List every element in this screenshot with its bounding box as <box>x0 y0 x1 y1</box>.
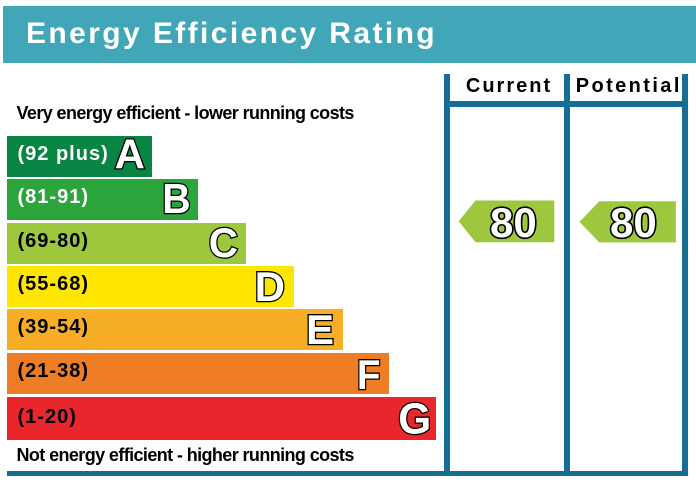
svg-text:C: C <box>209 219 238 266</box>
svg-text:80: 80 <box>490 199 537 246</box>
svg-text:80: 80 <box>610 199 657 246</box>
svg-text:G: G <box>398 395 431 444</box>
svg-text:A: A <box>115 131 145 178</box>
svg-text:D: D <box>255 263 285 310</box>
svg-text:E: E <box>306 306 334 353</box>
svg-text:B: B <box>162 175 190 222</box>
svg-text:F: F <box>357 351 381 398</box>
